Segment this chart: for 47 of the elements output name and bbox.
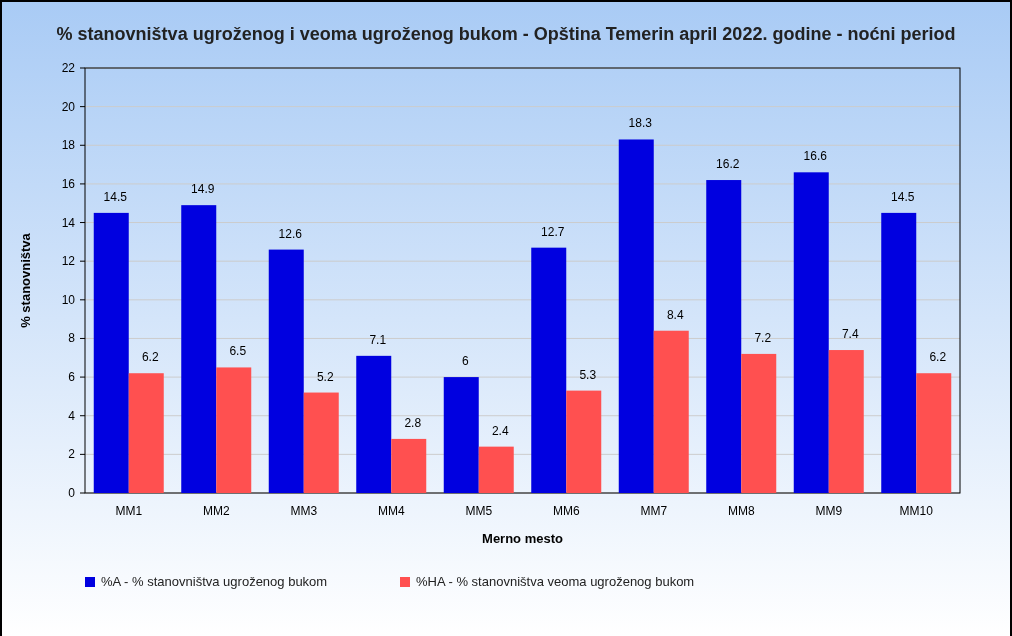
y-tick-label: 22 — [61, 61, 76, 75]
x-tick-label: MM4 — [377, 504, 405, 518]
y-tick-label: 12 — [61, 254, 76, 269]
y-tick-label: 4 — [68, 408, 76, 423]
data-label: 6 — [461, 354, 469, 369]
y-tick-label: 6 — [68, 370, 76, 385]
y-tick-label: 2 — [68, 447, 76, 462]
data-label: 7.4 — [841, 327, 859, 342]
data-label: 14.9 — [191, 182, 215, 197]
x-axis-title: Merno mesto — [482, 531, 564, 546]
data-label: 16.6 — [803, 149, 828, 164]
legend-label: %A - % stanovništva ugroženog bukom — [101, 574, 328, 589]
x-tick-label: MM5 — [465, 504, 493, 518]
y-tick-label: 18 — [61, 138, 76, 153]
x-tick-label: MM10 — [899, 504, 934, 518]
data-label: 6.2 — [929, 350, 947, 365]
x-tick-label: MM6 — [552, 504, 580, 518]
x-tick-label: MM7 — [640, 504, 668, 518]
legend-label: %HA - % stanovništva veoma ugroženog bukom — [416, 574, 695, 589]
data-label: 14.5 — [891, 189, 915, 204]
x-tick-label: MM3 — [290, 504, 318, 518]
data-label: 2.4 — [491, 423, 509, 438]
y-tick-label: 0 — [68, 486, 76, 500]
y-tick-label: 20 — [61, 99, 76, 114]
data-label: 6.5 — [229, 344, 247, 359]
data-label: 6.2 — [141, 350, 159, 365]
data-label: 12.7 — [541, 224, 565, 239]
data-label: 8.4 — [666, 307, 684, 322]
data-label: 16.2 — [716, 157, 740, 172]
y-tick-label: 10 — [61, 292, 76, 307]
y-axis-title: % stanovništva — [18, 232, 33, 328]
data-label: 12.6 — [278, 226, 303, 241]
y-tick-label: 8 — [68, 331, 76, 346]
y-tick-label: 14 — [61, 215, 76, 230]
data-label: 2.8 — [404, 415, 422, 430]
x-tick-label: MM1 — [115, 504, 143, 518]
x-tick-label: MM8 — [727, 504, 755, 518]
data-label: 18.3 — [628, 116, 653, 131]
data-label: 7.2 — [754, 330, 772, 345]
data-label: 5.2 — [316, 369, 334, 384]
x-tick-label: MM9 — [815, 504, 843, 518]
x-tick-label: MM2 — [202, 504, 230, 518]
y-tick-label: 16 — [61, 176, 76, 191]
chart-title: % stanovništva ugroženog i veoma ugroženog bukom - Opština Temerin april 2022. godine - noćni period — [56, 24, 956, 44]
data-label: 7.1 — [369, 332, 387, 347]
data-label: 14.5 — [103, 189, 128, 204]
data-label: 5.3 — [579, 367, 597, 382]
